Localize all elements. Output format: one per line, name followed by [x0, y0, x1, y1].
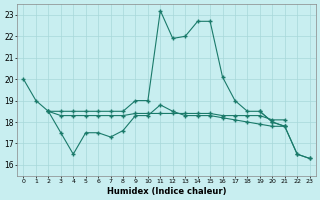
- X-axis label: Humidex (Indice chaleur): Humidex (Indice chaleur): [107, 187, 226, 196]
